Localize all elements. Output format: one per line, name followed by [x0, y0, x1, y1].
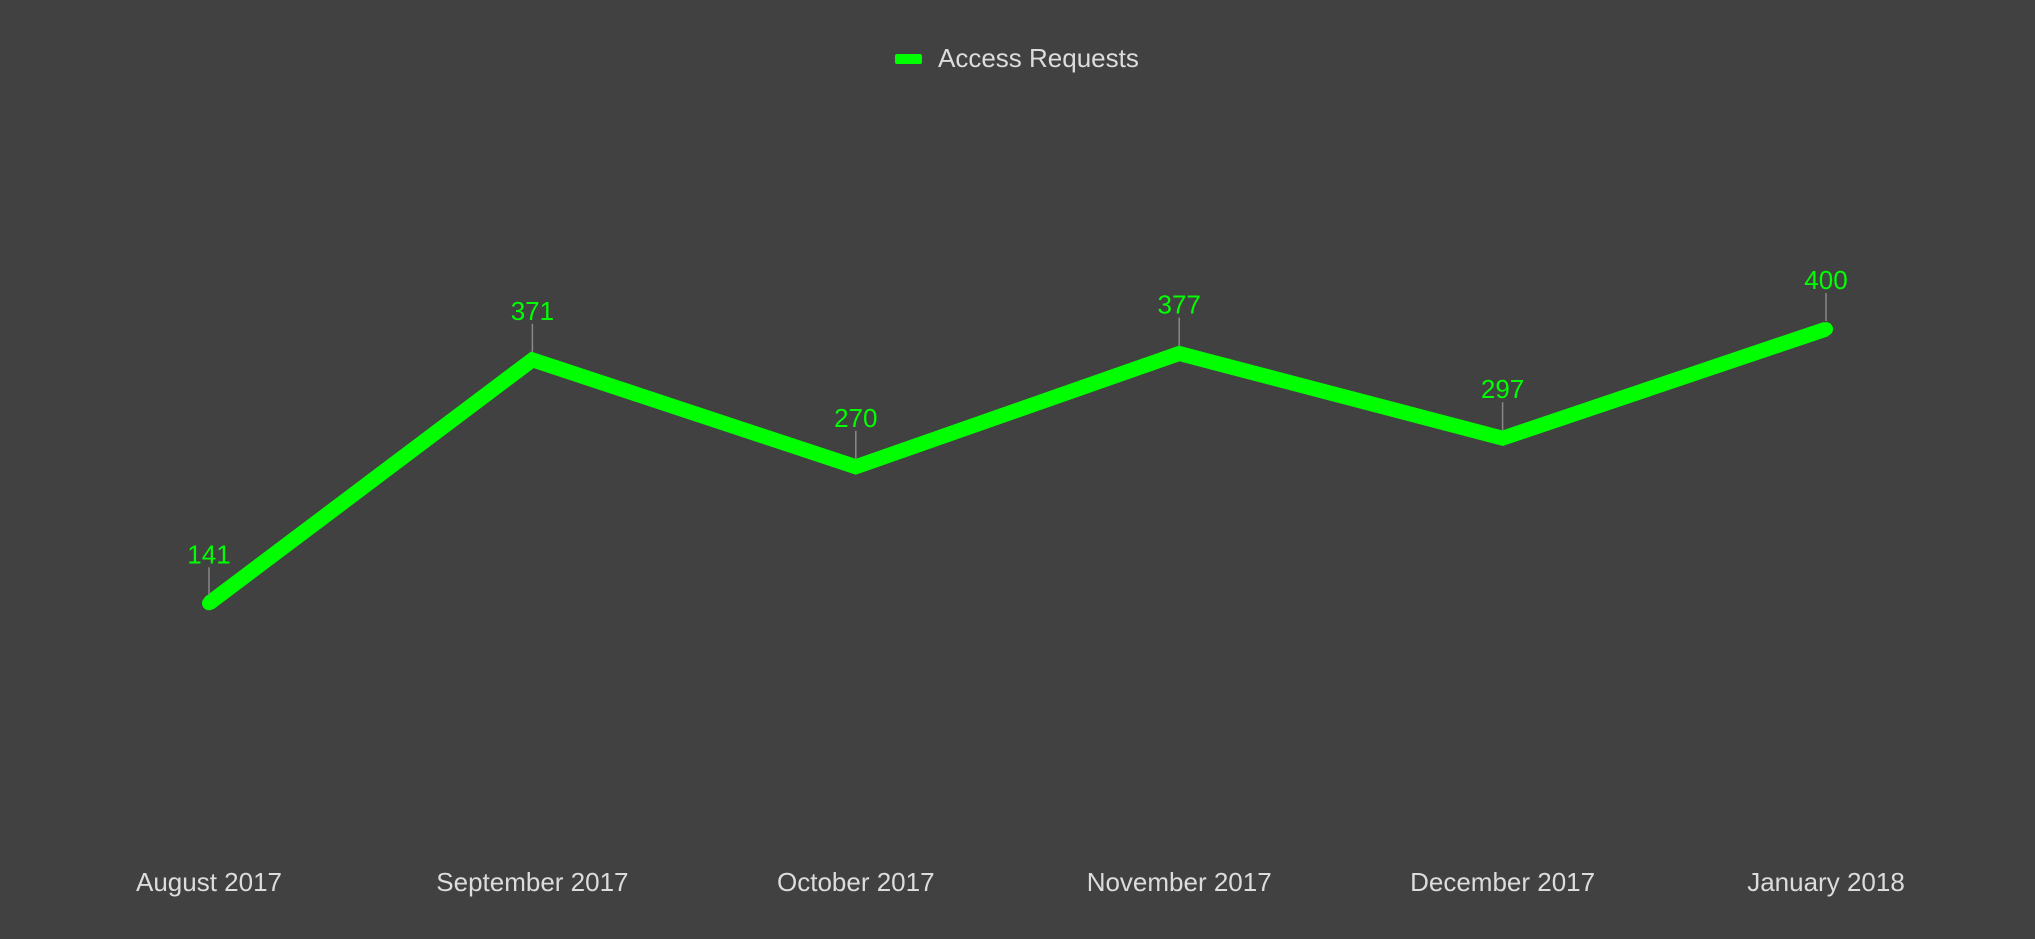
data-label: 297: [1481, 374, 1524, 404]
x-tick-label: September 2017: [436, 867, 628, 897]
data-point[interactable]: [848, 459, 863, 474]
x-tick-label: December 2017: [1410, 867, 1595, 897]
data-label: 270: [834, 403, 877, 433]
series-layer: [202, 321, 1833, 611]
data-label: 141: [187, 539, 230, 569]
x-tick-label: August 2017: [136, 867, 282, 897]
data-point[interactable]: [1172, 346, 1187, 361]
data-label: 371: [511, 296, 554, 326]
data-labels: 141 371 270 377 297 400: [187, 265, 1848, 596]
x-tick-label: November 2017: [1087, 867, 1272, 897]
data-point[interactable]: [202, 596, 216, 611]
legend[interactable]: Access Requests: [895, 43, 1139, 73]
x-tick-label: October 2017: [777, 867, 935, 897]
data-point[interactable]: [1819, 322, 1833, 337]
data-point[interactable]: [1495, 431, 1510, 446]
legend-label-access-requests: Access Requests: [938, 43, 1139, 73]
x-axis: August 2017 September 2017 October 2017 Nov…: [136, 867, 1905, 897]
data-label: 377: [1158, 290, 1201, 320]
legend-swatch: [895, 54, 922, 64]
data-point[interactable]: [525, 352, 540, 367]
series-line-access-requests[interactable]: [204, 321, 1829, 610]
x-tick-label: January 2018: [1747, 867, 1905, 897]
data-label: 400: [1804, 265, 1847, 295]
